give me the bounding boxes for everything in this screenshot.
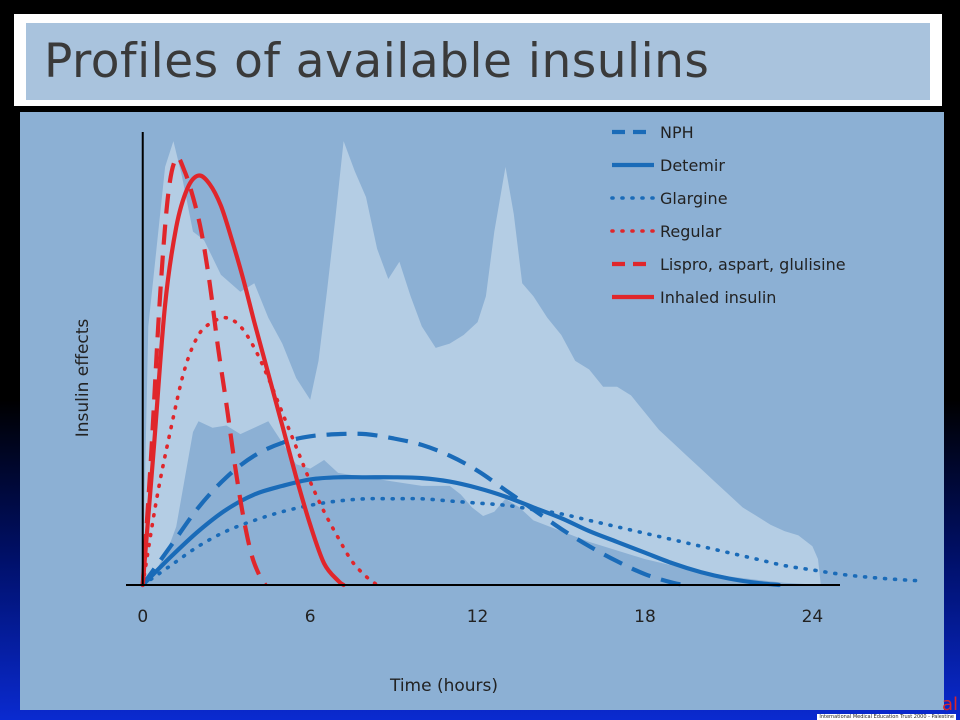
- y-axis-label: Insulin effects: [73, 319, 93, 438]
- legend-label-4: Lispro, aspart, glulisine: [660, 255, 846, 274]
- x-tick-label-6: 6: [305, 607, 316, 627]
- series-line-4: [140, 155, 268, 587]
- x-axis-label: Time (hours): [389, 676, 498, 696]
- chart-panel: 0 6 12 18 24 Time (hours) Insulin effects NP…: [20, 112, 944, 710]
- legend-label-1: Detemir: [660, 156, 725, 175]
- footer-credit: International Medical Education Trust 20…: [817, 714, 956, 720]
- series-line-5: [140, 173, 346, 588]
- title-banner: Profiles of available insulins: [14, 14, 942, 106]
- x-tick-labels: 0 6 12 18 24: [137, 607, 823, 627]
- x-tick-label-12: 12: [467, 607, 489, 627]
- axes-layer: [126, 132, 840, 586]
- series-line-0: [140, 431, 688, 588]
- series-layer: [140, 155, 921, 588]
- chart-legend: NPH Detemir Glargine Regular Lispro, aspart,…: [610, 123, 846, 307]
- variability-band: [142, 141, 821, 585]
- series-line-1: [140, 475, 781, 588]
- x-tick-label-0: 0: [137, 607, 148, 627]
- insulin-profile-chart: 0 6 12 18 24 Time (hours) Insulin effects NP…: [73, 123, 921, 696]
- series-line-2: [140, 496, 921, 587]
- variability-band-layer: [142, 141, 821, 585]
- logo-fragment: al: [941, 694, 958, 715]
- x-tick-label-18: 18: [634, 607, 656, 627]
- legend-label-5: Inhaled insulin: [660, 288, 776, 307]
- title-banner-fill: Profiles of available insulins: [26, 23, 930, 100]
- slide-title: Profiles of available insulins: [44, 34, 710, 89]
- legend-label-2: Glargine: [660, 189, 728, 208]
- x-tick-label-24: 24: [802, 607, 824, 627]
- legend-label-0: NPH: [660, 123, 694, 142]
- series-line-3: [140, 315, 379, 587]
- legend-label-3: Regular: [660, 222, 722, 241]
